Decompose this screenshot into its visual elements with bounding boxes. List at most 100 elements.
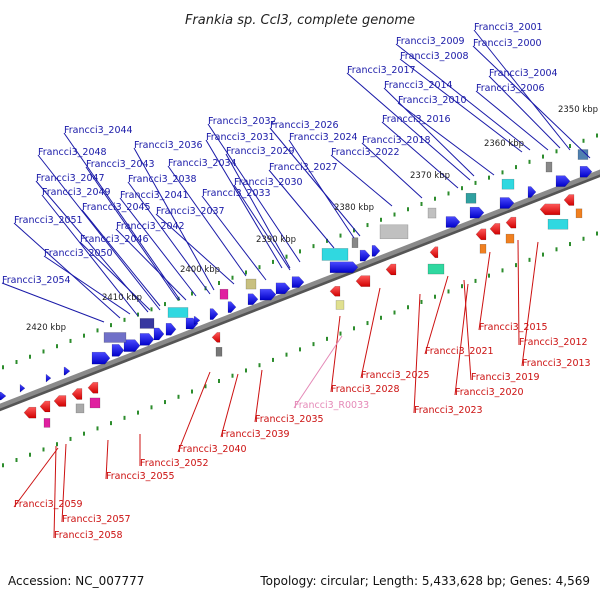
tick-mark bbox=[218, 280, 220, 285]
tick-mark bbox=[15, 458, 18, 463]
accession-text: Accession: NC_007777 bbox=[8, 574, 145, 588]
kbp-labels: 2350 kbp 2360 kbp 2370 kbp 2380 kbp 2390 kbp… bbox=[26, 105, 598, 333]
leader-line bbox=[85, 166, 179, 301]
tick-mark bbox=[582, 236, 585, 241]
tick-mark bbox=[42, 447, 45, 452]
tick-mark bbox=[366, 223, 369, 228]
forward-gene-label: Francci3_2001 bbox=[474, 22, 543, 33]
forward-gene-arrow bbox=[291, 276, 305, 288]
tick-mark bbox=[123, 415, 126, 420]
tick-mark bbox=[177, 296, 180, 301]
tick-mark bbox=[164, 400, 166, 405]
forward-gene-label: Francci3_2050 bbox=[44, 248, 113, 259]
leader-line bbox=[177, 371, 211, 453]
reverse-gene-label: Francci3_2013 bbox=[522, 358, 591, 369]
leader-line bbox=[268, 169, 335, 249]
reverse-gene-arrow bbox=[385, 263, 397, 276]
forward-gene-label: Francci3_2037 bbox=[156, 206, 225, 217]
tick-mark bbox=[191, 291, 193, 296]
forward-gene-arrow bbox=[227, 301, 237, 313]
tick-mark bbox=[582, 138, 585, 143]
reverse-gene-arrow bbox=[505, 216, 517, 229]
tick-mark bbox=[150, 405, 153, 410]
tick-mark bbox=[393, 310, 396, 315]
gene-box bbox=[219, 288, 229, 300]
tick-mark bbox=[258, 265, 261, 270]
kbp-label: 2380 kbp bbox=[334, 203, 374, 213]
tick-mark bbox=[285, 352, 288, 357]
gene-box bbox=[577, 149, 589, 160]
leader-line bbox=[115, 228, 187, 301]
tick-mark bbox=[528, 159, 531, 164]
leader-line bbox=[43, 255, 131, 315]
forward-gene-label: Francci3_2004 bbox=[489, 68, 558, 79]
leader-line bbox=[79, 241, 151, 311]
gene-box bbox=[351, 237, 359, 248]
leader-line bbox=[155, 213, 235, 285]
leader-line bbox=[488, 75, 561, 149]
forward-gene-label: Francci3_2054 bbox=[2, 275, 71, 286]
leader-line bbox=[454, 283, 469, 396]
forward-gene-arrow bbox=[123, 339, 141, 352]
tick-mark bbox=[29, 452, 31, 457]
reverse-gene-label: Francci3_2023 bbox=[414, 405, 483, 416]
gene-box bbox=[505, 233, 515, 244]
tick-mark bbox=[150, 307, 153, 312]
leader-line bbox=[63, 132, 181, 301]
leader-line bbox=[207, 123, 301, 263]
leader-line bbox=[346, 72, 471, 181]
gene-box bbox=[215, 347, 223, 357]
forward-gene-label: Francci3_2038 bbox=[128, 174, 197, 185]
tick-mark bbox=[447, 289, 450, 294]
tick-mark bbox=[42, 349, 45, 354]
leader-line bbox=[361, 142, 423, 199]
leader-line bbox=[13, 222, 121, 319]
tick-mark bbox=[110, 421, 112, 426]
forward-gene-arrow bbox=[259, 288, 277, 301]
forward-gene-arrow bbox=[165, 323, 177, 336]
kbp-label: 2390 kbp bbox=[256, 235, 296, 245]
forward-gene-label: Francci3_2036 bbox=[134, 140, 203, 151]
leader-line bbox=[167, 165, 247, 277]
tick-mark bbox=[258, 363, 261, 368]
reverse-gene-label: Francci3_2012 bbox=[519, 337, 588, 348]
leader-line bbox=[233, 184, 291, 271]
tick-mark bbox=[569, 144, 571, 149]
gene-box bbox=[75, 403, 85, 414]
reverse-gene-arrow bbox=[355, 275, 371, 287]
tick-mark bbox=[339, 233, 342, 238]
leader-line bbox=[254, 369, 263, 423]
kbp-label: 2350 kbp bbox=[558, 105, 598, 115]
tick-mark bbox=[326, 238, 328, 243]
leader-line bbox=[105, 439, 109, 480]
tick-mark bbox=[380, 217, 382, 222]
gene-box bbox=[545, 161, 553, 173]
tick-mark bbox=[231, 275, 234, 280]
reverse-gene-arrow bbox=[539, 203, 561, 216]
leader-line bbox=[381, 121, 459, 189]
reverse-gene-arrow bbox=[53, 395, 67, 407]
leader-line bbox=[41, 194, 139, 317]
leader-line bbox=[472, 45, 591, 159]
forward-gene-arrow bbox=[19, 383, 26, 393]
leader-line bbox=[330, 315, 341, 393]
leader-line bbox=[53, 445, 57, 539]
tick-mark bbox=[461, 284, 463, 289]
tick-mark bbox=[15, 360, 18, 365]
tick-mark bbox=[245, 270, 247, 275]
reverse-gene-label: Francci3_2025 bbox=[361, 370, 430, 381]
kbp-label: 2360 kbp bbox=[484, 139, 524, 149]
tick-mark bbox=[501, 170, 504, 175]
tick-mark bbox=[110, 323, 112, 328]
gene-box bbox=[379, 224, 409, 240]
tick-mark bbox=[56, 442, 58, 447]
tick-mark bbox=[420, 299, 423, 304]
reverse-gene-arrow bbox=[87, 381, 99, 394]
reverse-gene-arrow bbox=[429, 246, 439, 259]
reverse-gene-arrow bbox=[211, 332, 221, 343]
forward-gene-label: Francci3_2016 bbox=[382, 114, 451, 125]
tick-mark bbox=[204, 384, 207, 389]
tick-mark bbox=[245, 368, 247, 373]
leader-line bbox=[61, 443, 67, 523]
reverse-gene-label: Francci3_2059 bbox=[14, 499, 83, 510]
